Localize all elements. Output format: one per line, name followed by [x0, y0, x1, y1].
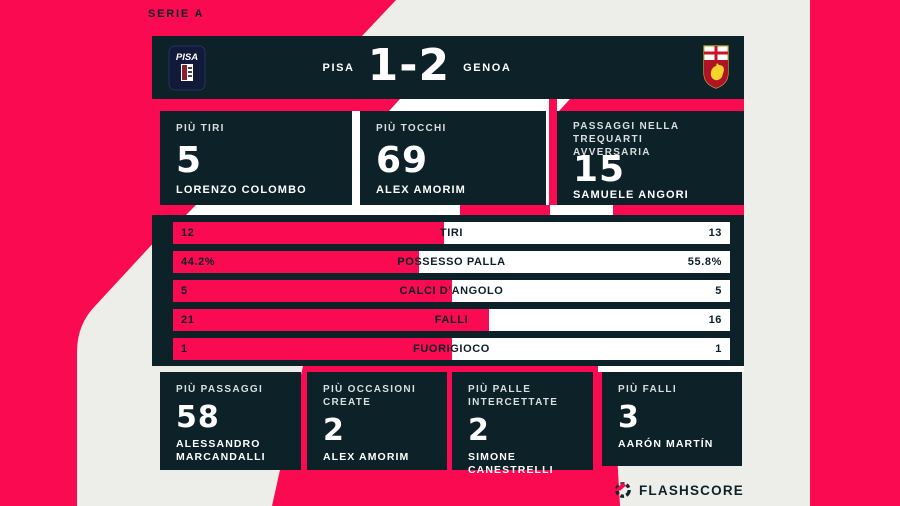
score-dash: - — [399, 40, 419, 91]
stat-label: CALCI D'ANGOLO — [399, 285, 504, 297]
genoa-cross-bar — [704, 51, 728, 55]
stat-away-value: 16 — [708, 314, 722, 326]
leader-card-label: PIÙ TOCCHI — [376, 123, 447, 134]
leader-card-piu-tocchi: PIÙ TOCCHI 69 ALEX AMORIM — [360, 111, 546, 205]
separator-stripe — [352, 111, 360, 205]
leader-card-label: PIÙ PASSAGGI — [176, 384, 264, 395]
leader-card-palle-intercettate: PIÙ PALLE INTERCETTATE 2 SIMONE CANESTRE… — [452, 372, 593, 476]
leader-card-player: LORENZO COLOMBO — [176, 184, 307, 196]
away-score: 2 — [418, 40, 451, 91]
flashscore-icon — [615, 482, 631, 498]
stat-row-possesso: 44.2% POSSESSO PALLA 55.8% — [173, 251, 730, 273]
stat-away-value: 13 — [708, 227, 722, 239]
leader-card-piu-tiri: PIÙ TIRI 5 LORENZO COLOMBO — [160, 111, 352, 205]
leader-card-value: 3 — [618, 400, 640, 435]
stat-home-value: 44.2% — [181, 256, 216, 268]
leader-card-value: 58 — [176, 400, 220, 435]
leader-card-player: ALEX AMORIM — [376, 184, 466, 196]
stat-home-fill — [173, 309, 490, 331]
stat-home-fill — [173, 222, 444, 244]
stat-home-fill — [173, 338, 452, 360]
pink-accent — [152, 99, 400, 111]
stat-away-value: 5 — [715, 285, 722, 297]
pink-accent — [460, 205, 550, 215]
leader-card-label: PIÙ TIRI — [176, 123, 225, 134]
score: PISA 1-2 GENOA — [323, 36, 512, 99]
leader-card-value: 15 — [573, 149, 626, 190]
stat-row-calci-angolo: 5 CALCI D'ANGOLO 5 — [173, 280, 730, 302]
home-score: 1 — [367, 40, 400, 91]
leader-card-piu-passaggi: PIÙ PASSAGGI 58 ALESSANDRO MARCANDALLI — [160, 372, 301, 470]
home-team-name: PISA — [322, 61, 355, 74]
leader-card-value: 69 — [376, 140, 429, 181]
stat-home-value: 21 — [181, 314, 195, 326]
pink-accent — [549, 99, 557, 205]
pisa-crest-stripe — [188, 67, 192, 69]
stat-home-fill — [173, 280, 452, 302]
stat-home-value: 5 — [181, 285, 188, 297]
flashscore-brand: FLASHSCORE — [614, 481, 744, 499]
stat-home-value: 12 — [181, 227, 195, 239]
leader-card-player: ALEX AMORIM — [323, 451, 410, 463]
leader-card-label: PIÙ OCCASIONI CREATE — [323, 384, 417, 408]
stat-row-tiri: 12 TIRI 13 — [173, 222, 730, 244]
pisa-logo: PISA — [168, 45, 206, 91]
stats-panel: 12 TIRI 13 44.2% POSSESSO PALLA 55.8% 5 … — [152, 215, 744, 366]
stat-label: TIRI — [439, 227, 464, 239]
separator-stripe — [152, 205, 744, 215]
away-team-name: GENOA — [463, 61, 512, 74]
genoa-griffin — [710, 63, 724, 81]
leader-card-piu-occasioni: PIÙ OCCASIONI CREATE 2 ALEX AMORIM — [307, 372, 447, 470]
leader-card-player: AARÓN MARTÍN — [618, 438, 714, 450]
stat-home-fill — [173, 251, 420, 273]
stat-row-falli: 21 FALLI 16 — [173, 309, 730, 331]
pisa-crest-stripe — [188, 75, 192, 77]
leader-card-value: 2 — [323, 413, 345, 448]
separator-stripe — [546, 111, 549, 205]
leader-card-player: SIMONE CANESTRELLI — [468, 451, 554, 476]
leader-card-piu-falli: PIÙ FALLI 3 AARÓN MARTÍN — [602, 372, 742, 466]
leader-card-value: 5 — [176, 140, 203, 181]
stat-away-value: 1 — [715, 343, 722, 355]
pisa-crest-left — [182, 65, 187, 80]
stat-away-value: 55.8% — [687, 256, 722, 268]
genoa-logo — [703, 45, 729, 89]
leader-card-value: 2 — [468, 413, 490, 448]
leader-card-label: PIÙ FALLI — [618, 384, 677, 395]
pink-accent — [152, 205, 196, 215]
pink-accent — [559, 99, 744, 111]
stat-label: FUORIGIOCO — [413, 343, 490, 355]
stat-label: POSSESSO PALLA — [397, 256, 506, 268]
pisa-crest-stripe — [188, 71, 192, 73]
stat-row-fuorigioco: 1 FUORIGIOCO 1 — [173, 338, 730, 360]
league-label: SERIE A — [148, 8, 205, 20]
grey-top-right-band — [362, 0, 810, 506]
match-header: PISA PISA 1-2 GENOA — [152, 36, 744, 99]
leader-card-player: SAMUELE ANGORI — [573, 189, 689, 201]
stat-label: FALLI — [434, 314, 469, 326]
leader-card-label: PASSAGGI NELLA TREQUARTI AVVERSARIA — [573, 121, 679, 158]
leader-card-player: ALESSANDRO MARCANDALLI — [176, 438, 266, 463]
leader-card-passaggi-trequarti: PASSAGGI NELLA TREQUARTI AVVERSARIA 15 S… — [557, 111, 744, 205]
flashscore-wordmark: FLASHSCORE — [638, 482, 744, 498]
score-value: 1-2 — [368, 34, 451, 97]
leader-card-label: PIÙ PALLE INTERCETTATE — [468, 384, 559, 408]
flashscore-icon-slash — [616, 482, 627, 491]
stat-home-value: 1 — [181, 343, 188, 355]
pink-accent — [613, 205, 744, 215]
pisa-logo-text: PISA — [176, 52, 198, 63]
separator-stripe — [598, 366, 744, 372]
